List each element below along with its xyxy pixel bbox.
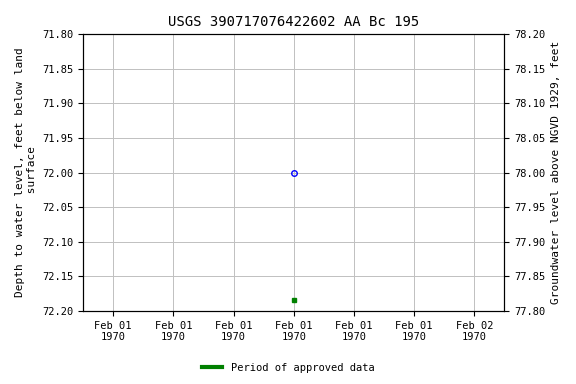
Y-axis label: Groundwater level above NGVD 1929, feet: Groundwater level above NGVD 1929, feet <box>551 41 561 304</box>
Title: USGS 390717076422602 AA Bc 195: USGS 390717076422602 AA Bc 195 <box>168 15 419 29</box>
Y-axis label: Depth to water level, feet below land
 surface: Depth to water level, feet below land su… <box>15 48 37 298</box>
Legend: Period of approved data: Period of approved data <box>198 359 378 377</box>
